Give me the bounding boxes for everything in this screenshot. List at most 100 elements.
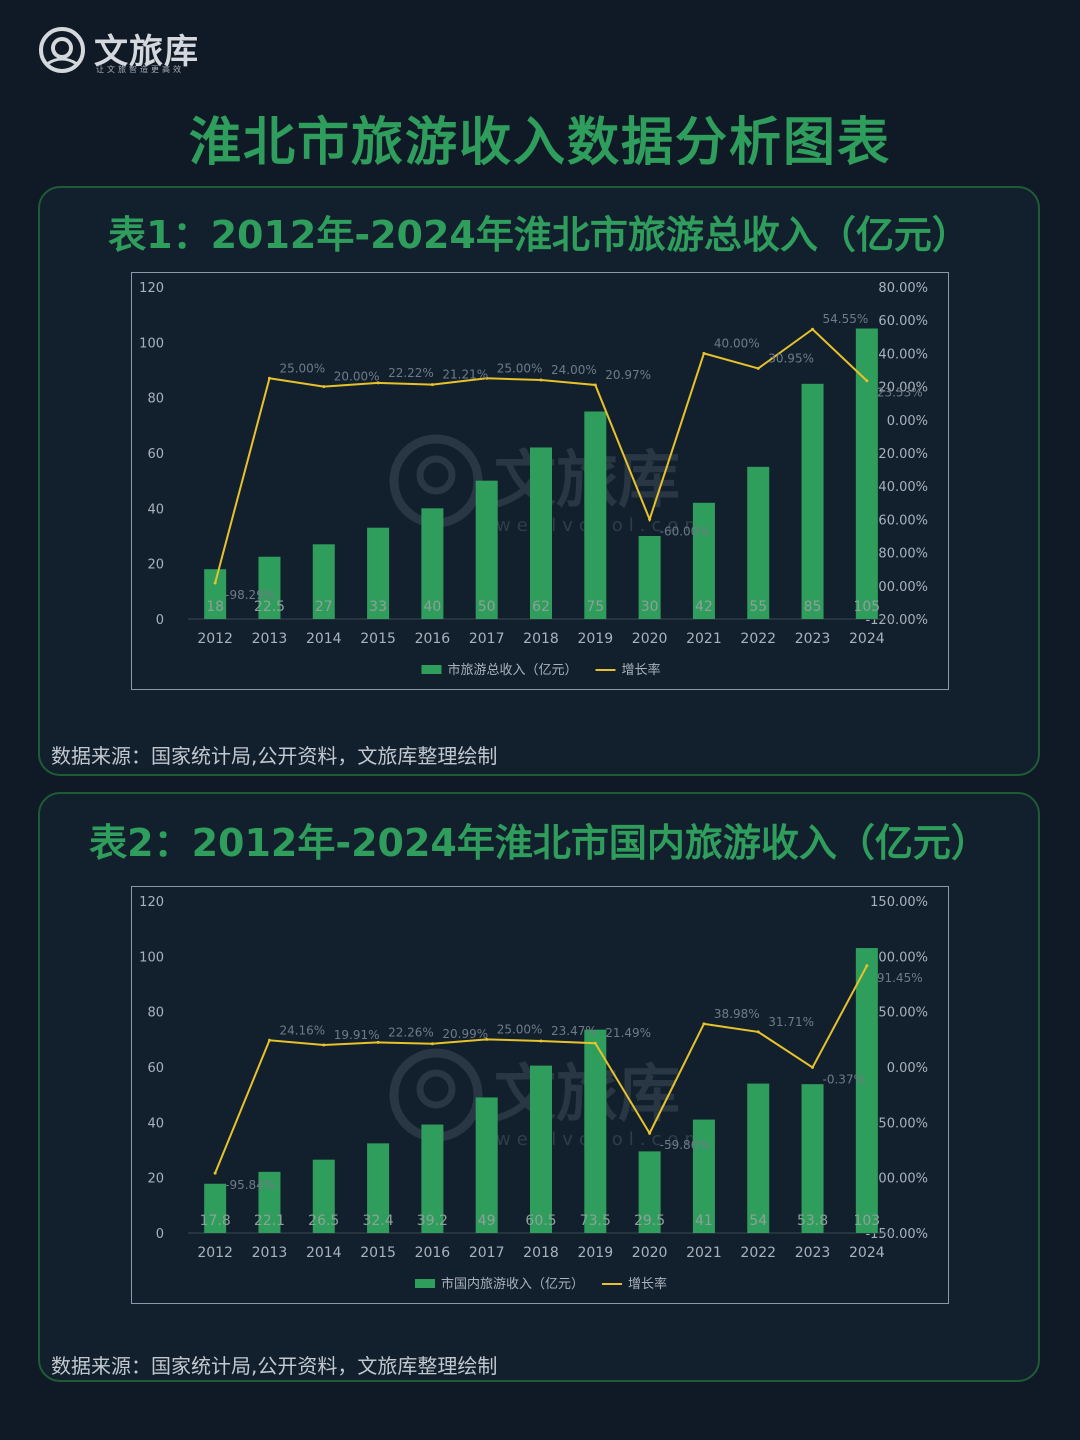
growth-rate-label: 25.00% <box>279 361 325 375</box>
growth-rate-label: 21.49% <box>605 1026 651 1040</box>
x-axis-tick-label: 2017 <box>469 1245 505 1261</box>
bar <box>855 328 878 619</box>
y-axis-tick-label: 80 <box>147 1006 164 1021</box>
growth-rate-label: 19.91% <box>334 1028 380 1042</box>
y-axis-tick-label: 120 <box>139 281 164 296</box>
chart-area-1: 文旅库wenlvcool.com020406080100120-120.00%-… <box>131 272 949 690</box>
growth-rate-label: -60.00% <box>660 524 710 538</box>
x-axis-tick-label: 2019 <box>577 1245 613 1261</box>
y2-axis-tick-label: -100.00% <box>865 580 928 595</box>
bar-data-label: 53.8 <box>797 1213 828 1229</box>
growth-rate-point <box>648 1131 652 1135</box>
bar <box>367 1143 390 1233</box>
growth-rate-label: 22.22% <box>388 366 434 380</box>
growth-rate-label: 30.95% <box>768 351 814 365</box>
growth-rate-point <box>267 376 271 380</box>
y2-axis-tick-label: -100.00% <box>865 1172 928 1187</box>
chart-panel-2: 表2：2012年-2024年淮北市国内旅游收入（亿元） 文旅库wenlvcool… <box>38 792 1040 1382</box>
growth-rate-label: 31.71% <box>768 1015 814 1029</box>
y-axis-tick-label: 0 <box>156 1227 164 1242</box>
legend-bar-swatch <box>415 1279 435 1288</box>
x-axis-tick-label: 2018 <box>523 1245 559 1261</box>
y-axis-tick-label: 0 <box>156 613 164 628</box>
bar <box>638 1151 661 1233</box>
data-source-2: 数据来源：国家统计局,公开资料，文旅库整理绘制 <box>51 1354 498 1378</box>
y-axis-tick-label: 40 <box>147 502 164 517</box>
bar <box>204 569 227 619</box>
data-source-1: 数据来源：国家统计局,公开资料，文旅库整理绘制 <box>51 744 498 768</box>
growth-rate-point <box>702 351 706 355</box>
y2-axis-tick-label: 150.00% <box>870 895 928 910</box>
bar <box>475 1097 498 1233</box>
growth-rate-point <box>213 581 217 585</box>
growth-rate-point <box>756 1030 760 1034</box>
growth-rate-point <box>485 376 489 380</box>
y2-axis-tick-label: -80.00% <box>874 547 928 562</box>
growth-rate-point <box>593 1041 597 1045</box>
bar-data-label: 33 <box>369 599 387 615</box>
x-axis-tick-label: 2012 <box>197 1245 233 1261</box>
x-axis-tick-label: 2023 <box>795 1245 831 1261</box>
bar <box>530 1065 552 1233</box>
legend-line-label: 增长率 <box>622 662 661 678</box>
bar-data-label: 103 <box>853 1213 880 1229</box>
growth-rate-label: -98.29% <box>225 588 275 602</box>
x-axis-tick-label: 2022 <box>740 1245 776 1261</box>
legend-bar-label: 市旅游总收入（亿元） <box>448 662 578 678</box>
growth-rate-label: 20.97% <box>605 368 651 382</box>
brand-logo: 文旅库 让文旅智造更高效 <box>38 22 238 78</box>
watermark-icon-inner <box>416 1069 456 1109</box>
growth-rate-label: 21.21% <box>442 368 488 382</box>
bar <box>855 948 878 1233</box>
y-axis-tick-label: 80 <box>147 392 164 407</box>
y2-axis-tick-label: -150.00% <box>865 1227 928 1242</box>
growth-rate-point <box>539 1039 543 1043</box>
brand-name: 文旅库 <box>94 32 199 72</box>
bar-data-label: 26.5 <box>308 1213 339 1229</box>
x-axis-tick-label: 2013 <box>252 1245 288 1261</box>
combo-chart-1: 文旅库wenlvcool.com020406080100120-120.00%-… <box>139 281 928 678</box>
growth-rate-point <box>267 1038 271 1042</box>
chart-title-2: 表2：2012年-2024年淮北市国内旅游收入（亿元） <box>89 821 989 865</box>
x-axis-tick-label: 2020 <box>632 1245 668 1261</box>
bar-data-label: 49 <box>478 1213 496 1229</box>
bar-data-label: 50 <box>478 599 496 615</box>
x-axis-tick-label: 2015 <box>360 1245 396 1261</box>
bar-data-label: 60.5 <box>525 1213 556 1229</box>
y2-axis-tick-label: -120.00% <box>865 613 928 628</box>
bar-data-label: 32.4 <box>362 1213 393 1229</box>
growth-rate-point <box>648 517 652 521</box>
y2-axis-tick-label: -20.00% <box>874 447 928 462</box>
bar <box>312 1159 335 1233</box>
growth-rate-point <box>430 383 434 387</box>
bar-data-label: 62 <box>532 599 550 615</box>
x-axis-tick-label: 2016 <box>415 1245 451 1261</box>
growth-rate-point <box>430 1042 434 1046</box>
bar <box>421 508 444 619</box>
bar <box>367 527 390 619</box>
bar <box>801 383 824 619</box>
x-axis-tick-label: 2023 <box>795 631 831 647</box>
bar-data-label: 22.5 <box>254 599 285 615</box>
x-axis-tick-label: 2022 <box>740 631 776 647</box>
bar <box>421 1124 444 1233</box>
y2-axis-tick-label: 40.00% <box>878 347 928 362</box>
bar-data-label: 18 <box>206 599 224 615</box>
growth-rate-label: 40.00% <box>714 336 760 350</box>
bar-data-label: 29.5 <box>634 1213 665 1229</box>
x-axis-tick-label: 2014 <box>306 1245 342 1261</box>
watermark-icon <box>389 1048 483 1142</box>
growth-rate-point <box>756 366 760 370</box>
bar <box>258 556 281 619</box>
growth-rate-point <box>811 327 815 331</box>
growth-rate-label: 38.98% <box>714 1007 760 1021</box>
legend-bar-swatch <box>421 665 442 674</box>
y-axis-tick-label: 120 <box>139 895 164 910</box>
bar-data-label: 22.1 <box>254 1213 285 1229</box>
x-axis-tick-label: 2024 <box>849 1245 885 1261</box>
y-axis-tick-label: 60 <box>147 447 164 462</box>
y2-axis-tick-label: -60.00% <box>874 513 928 528</box>
growth-rate-point <box>539 378 543 382</box>
growth-rate-label: 25.00% <box>497 1022 543 1036</box>
bar-data-label: 30 <box>641 599 659 615</box>
